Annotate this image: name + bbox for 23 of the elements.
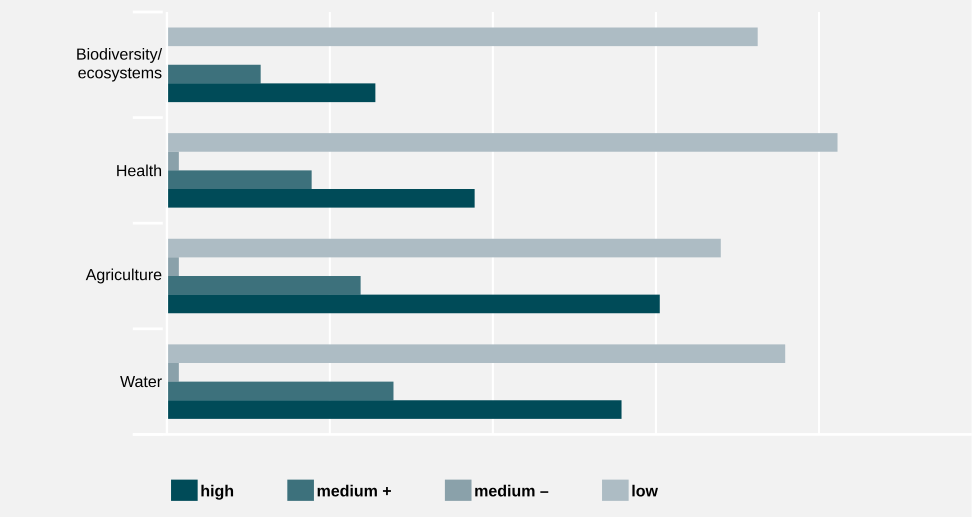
y-tick-label: Biodiversity/ ecosystems: [77, 48, 162, 82]
bar: [166, 400, 622, 419]
bar: [166, 170, 312, 189]
bar: [166, 238, 721, 258]
bar: [166, 276, 361, 294]
bar: [166, 64, 261, 84]
bar: [166, 188, 475, 208]
bar: [166, 132, 838, 152]
bar: [166, 294, 660, 314]
bar: [166, 362, 179, 382]
bar: [166, 344, 786, 363]
bar: [166, 257, 179, 276]
legend-label: medium –: [475, 484, 548, 496]
legend-label: medium +: [318, 484, 391, 496]
legend-label: low: [632, 484, 658, 496]
y-tick-label: Agriculture: [86, 268, 162, 284]
bar: [166, 152, 179, 170]
y-tick-label: Health: [117, 164, 162, 176]
bar: [166, 27, 758, 46]
bar: [166, 381, 394, 400]
legend-label: high: [201, 484, 234, 500]
bar: [166, 83, 376, 102]
y-tick-label: Water: [120, 376, 162, 388]
